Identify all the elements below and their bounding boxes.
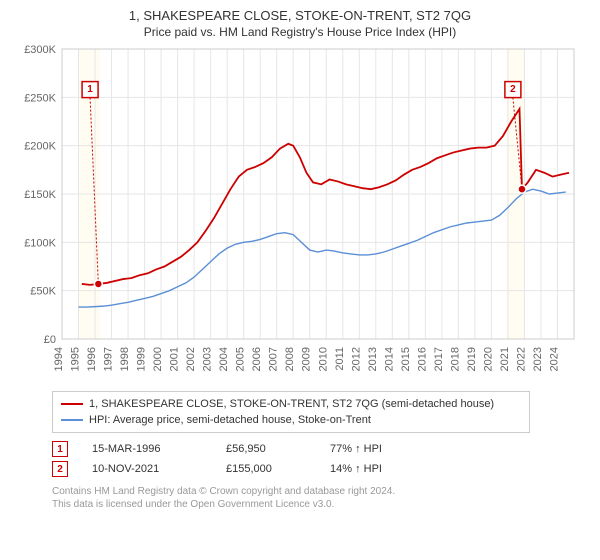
svg-text:£250K: £250K xyxy=(24,92,56,104)
svg-text:2000: 2000 xyxy=(152,347,164,371)
svg-text:2005: 2005 xyxy=(235,347,247,371)
svg-text:2003: 2003 xyxy=(202,347,214,371)
svg-text:£150K: £150K xyxy=(24,189,56,201)
chart-title: 1, SHAKESPEARE CLOSE, STOKE-ON-TRENT, ST… xyxy=(12,8,588,23)
svg-text:2009: 2009 xyxy=(301,347,313,371)
chart: £0 £50K £100K £150K £200K £250K £300K 1994 1995 1… xyxy=(12,45,588,385)
svg-text:2023: 2023 xyxy=(532,347,544,371)
legend-item-2: HPI: Average price, semi-detached house,… xyxy=(61,412,521,428)
svg-text:2012: 2012 xyxy=(350,347,362,371)
legend-label-2: HPI: Average price, semi-detached house,… xyxy=(89,414,371,426)
svg-text:2022: 2022 xyxy=(515,347,527,371)
legend-item-1: 1, SHAKESPEARE CLOSE, STOKE-ON-TRENT, ST… xyxy=(61,396,521,412)
svg-text:1999: 1999 xyxy=(136,347,148,371)
chart-subtitle: Price paid vs. HM Land Registry's House … xyxy=(12,25,588,39)
event-table: 1 15-MAR-1996 £56,950 77% ↑ HPI 2 10-NOV-2021… xyxy=(52,439,588,479)
svg-text:2013: 2013 xyxy=(367,347,379,371)
svg-text:2006: 2006 xyxy=(251,347,263,371)
event-price: £155,000 xyxy=(226,463,306,475)
svg-text:£300K: £300K xyxy=(24,45,56,56)
svg-text:2014: 2014 xyxy=(383,347,395,371)
svg-text:2: 2 xyxy=(510,84,516,95)
svg-text:£0: £0 xyxy=(44,334,56,346)
event-hpi: 77% ↑ HPI xyxy=(330,443,420,455)
svg-text:£100K: £100K xyxy=(24,237,56,249)
event-date: 10-NOV-2021 xyxy=(92,463,202,475)
event-hpi: 14% ↑ HPI xyxy=(330,463,420,475)
svg-text:£200K: £200K xyxy=(24,141,56,153)
svg-text:2018: 2018 xyxy=(449,347,461,371)
svg-text:1998: 1998 xyxy=(119,347,131,371)
svg-text:1997: 1997 xyxy=(103,347,115,371)
svg-text:2001: 2001 xyxy=(169,347,181,371)
svg-text:2021: 2021 xyxy=(499,347,511,371)
event-row: 2 10-NOV-2021 £155,000 14% ↑ HPI xyxy=(52,459,588,479)
svg-text:2024: 2024 xyxy=(548,347,560,371)
svg-text:2004: 2004 xyxy=(218,347,230,371)
svg-text:2008: 2008 xyxy=(284,347,296,371)
svg-text:2015: 2015 xyxy=(400,347,412,371)
svg-text:2002: 2002 xyxy=(185,347,197,371)
svg-text:£50K: £50K xyxy=(30,286,56,298)
svg-text:2011: 2011 xyxy=(334,347,346,371)
legend: 1, SHAKESPEARE CLOSE, STOKE-ON-TRENT, ST… xyxy=(52,391,530,433)
event-date: 15-MAR-1996 xyxy=(92,443,202,455)
event-row: 1 15-MAR-1996 £56,950 77% ↑ HPI xyxy=(52,439,588,459)
svg-text:2016: 2016 xyxy=(416,347,428,371)
svg-text:2017: 2017 xyxy=(433,347,445,371)
svg-text:2019: 2019 xyxy=(466,347,478,371)
svg-text:1: 1 xyxy=(87,84,93,95)
svg-text:2007: 2007 xyxy=(268,347,280,371)
event-marker: 1 xyxy=(52,441,68,457)
event-marker: 2 xyxy=(52,461,68,477)
svg-text:1995: 1995 xyxy=(70,347,82,371)
event-price: £56,950 xyxy=(226,443,306,455)
svg-text:2010: 2010 xyxy=(317,347,329,371)
svg-text:1994: 1994 xyxy=(53,347,65,371)
svg-text:2020: 2020 xyxy=(482,347,494,371)
svg-text:1996: 1996 xyxy=(86,347,98,371)
legend-label-1: 1, SHAKESPEARE CLOSE, STOKE-ON-TRENT, ST… xyxy=(89,398,494,410)
footer-text: Contains HM Land Registry data © Crown c… xyxy=(52,485,588,511)
